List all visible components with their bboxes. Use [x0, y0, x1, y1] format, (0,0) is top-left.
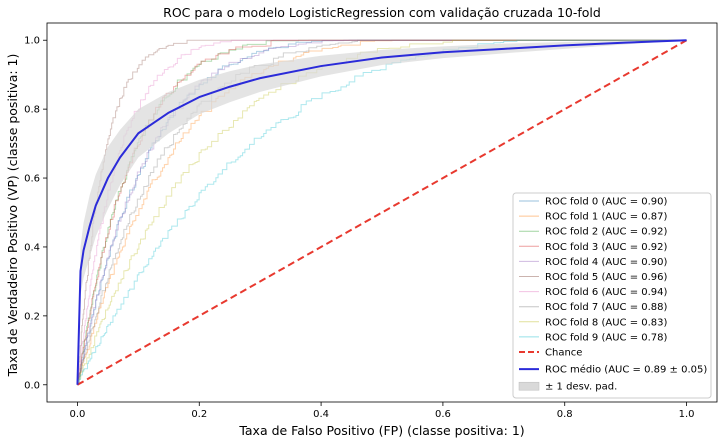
- y-tick-label: 0.2: [24, 311, 40, 322]
- x-tick-label: 0.6: [435, 409, 451, 420]
- roc-fold-9-line: [77, 39, 687, 386]
- y-tick-label: 0.8: [24, 105, 40, 116]
- legend: ROC fold 0 (AUC = 0.90) ROC fold 1 (AUC =…: [512, 192, 712, 399]
- legend-fold-0-label: ROC fold 0 (AUC = 0.90): [545, 197, 668, 208]
- y-tick-label: 1.0: [24, 36, 40, 47]
- axes: 0.0 0.2 0.4 0.6 0.8 1.0 0.0 0.2 0.4 0.6 0.8 1.0: [24, 22, 718, 420]
- legend-fold-5-label: ROC fold 5 (AUC = 0.96): [545, 272, 668, 283]
- x-tick-label: 0.4: [313, 409, 329, 420]
- legend-mean-label: ROC médio (AUC = 0.89 ± 0.05): [545, 364, 707, 376]
- legend-fold-7-label: ROC fold 7 (AUC = 0.88): [545, 302, 668, 313]
- roc-fold-6-line: [77, 39, 687, 386]
- legend-fold-8-label: ROC fold 8 (AUC = 0.83): [545, 317, 668, 328]
- x-tick-label: 0.8: [557, 409, 573, 420]
- mean-roc-line: [76, 39, 687, 385]
- x-tick-label: 0.0: [70, 409, 86, 420]
- y-axis-label: Taxa de Verdadeiro Positivo (VP) (classe…: [5, 54, 20, 378]
- y-tick-label: 0.0: [24, 380, 40, 391]
- x-tick-label: 1.0: [679, 409, 695, 420]
- legend-fold-1-label: ROC fold 1 (AUC = 0.87): [545, 212, 668, 223]
- legend-box: [512, 192, 712, 399]
- plot-frame: [46, 22, 718, 403]
- legend-fold-3-label: ROC fold 3 (AUC = 0.92): [545, 242, 668, 253]
- y-tick-label: 0.4: [24, 242, 40, 253]
- legend-fold-4-label: ROC fold 4 (AUC = 0.90): [545, 257, 668, 268]
- roc-fold-2-line: [77, 39, 687, 386]
- legend-fold-2-label: ROC fold 2 (AUC = 0.92): [545, 227, 668, 238]
- legend-fold-6-label: ROC fold 6 (AUC = 0.94): [545, 287, 668, 298]
- legend-chance-label: Chance: [545, 348, 582, 359]
- roc-fold-3-line: [77, 39, 687, 386]
- x-tick-label: 0.2: [191, 409, 207, 420]
- roc-fold-4-line: [77, 39, 687, 386]
- x-axis-label: Taxa de Falso Positivo (FP) (classe posi…: [238, 423, 524, 438]
- plot-area: [76, 39, 688, 386]
- legend-fold-9-label: ROC fold 9 (AUC = 0.78): [545, 332, 668, 343]
- legend-std-label: ± 1 desv. pad.: [545, 382, 617, 393]
- roc-fold-8-line: [77, 39, 687, 386]
- chart-title: ROC para o modelo LogisticRegression com…: [163, 5, 601, 20]
- chance-line: [76, 39, 688, 386]
- legend-std-swatch: [518, 381, 540, 391]
- y-tick-label: 0.6: [24, 174, 40, 185]
